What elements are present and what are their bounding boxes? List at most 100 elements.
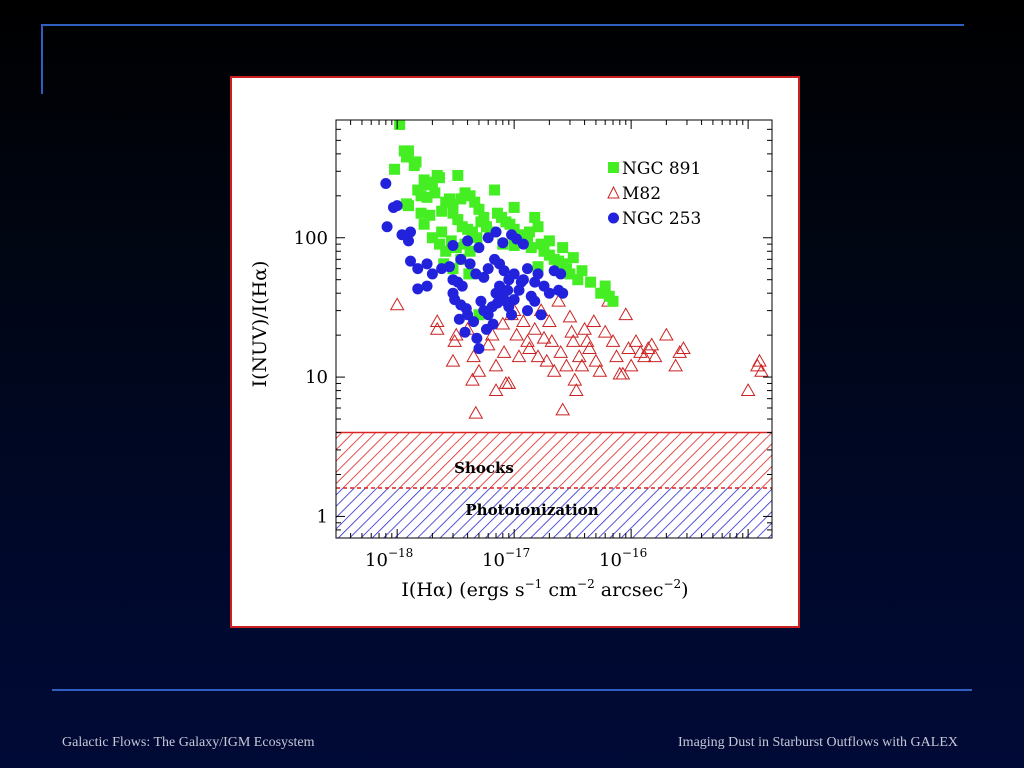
point-m82	[605, 334, 621, 347]
point-ngc891	[484, 226, 496, 238]
point-ngc253	[464, 258, 476, 270]
regions-layer	[336, 431, 772, 538]
point-ngc891	[394, 120, 406, 130]
point-m82	[658, 327, 674, 341]
point-ngc253	[482, 232, 494, 244]
point-ngc253	[456, 280, 468, 292]
point-m82	[445, 353, 461, 367]
point-m82	[536, 330, 552, 344]
point-ngc891	[452, 214, 464, 226]
point-ngc891	[475, 216, 487, 228]
point-m82	[389, 297, 405, 311]
point-ngc253	[453, 313, 465, 325]
point-m82	[623, 358, 639, 372]
point-ngc891	[389, 163, 401, 175]
point-ngc253	[543, 287, 555, 299]
point-ngc253	[487, 318, 499, 330]
point-m82	[471, 363, 487, 377]
point-ngc253	[515, 276, 527, 288]
x-tick-label: 10−17	[482, 546, 530, 571]
point-m82	[628, 334, 644, 347]
x-axis-label: I(Hα) (ergs s−1 cm−2 arcsec−2)	[401, 577, 688, 601]
point-m82	[429, 321, 445, 335]
point-m82	[637, 349, 652, 363]
point-ngc891	[525, 242, 537, 254]
point-ngc253	[497, 237, 509, 249]
region-label-shocks: Shocks	[454, 459, 514, 477]
point-m82	[468, 405, 484, 419]
point-m82	[571, 349, 587, 363]
point-ngc891	[440, 245, 452, 257]
point-m82	[542, 314, 557, 328]
x-tick-label: 10−18	[365, 546, 413, 571]
point-ngc891	[436, 205, 448, 217]
point-m82	[544, 334, 560, 347]
point-ngc891	[424, 209, 436, 221]
point-ngc891	[535, 238, 547, 250]
point-ngc891	[543, 235, 555, 247]
point-m82	[568, 383, 584, 396]
point-ngc253	[508, 268, 520, 280]
point-ngc891	[410, 156, 422, 168]
legend: NGC 891 M82 NGC 253	[607, 159, 701, 229]
point-ngc253	[473, 343, 485, 355]
point-ngc253	[471, 332, 483, 344]
point-ngc253	[475, 295, 487, 307]
point-m82	[555, 402, 571, 416]
region-photoionization	[336, 487, 772, 538]
point-ngc891	[464, 190, 476, 202]
point-ngc891	[564, 268, 576, 280]
point-ngc253	[381, 221, 393, 233]
point-m82	[539, 353, 555, 367]
point-ngc253	[490, 226, 502, 238]
point-ngc891	[576, 265, 588, 277]
point-m82	[511, 349, 527, 363]
point-m82	[621, 341, 636, 355]
point-ngc891	[599, 280, 611, 292]
legend-marker-ngc891	[608, 162, 619, 173]
point-m82	[488, 383, 504, 396]
point-ngc253	[557, 287, 569, 299]
point-ngc891	[508, 223, 520, 235]
point-ngc891	[455, 193, 467, 205]
point-m82	[644, 337, 660, 351]
point-ngc253	[506, 309, 518, 321]
point-ngc891	[595, 287, 607, 299]
point-m82	[429, 314, 445, 328]
point-ngc253	[532, 268, 544, 280]
point-ngc891	[532, 261, 544, 273]
point-ngc253	[521, 263, 533, 275]
point-m82	[551, 293, 566, 307]
y-tick-label: 100	[294, 228, 328, 249]
point-ngc891	[473, 203, 485, 215]
point-m82	[553, 345, 569, 358]
point-ngc891	[464, 245, 476, 257]
region-label-photoionization: Photoionization	[465, 501, 598, 519]
point-m82	[562, 309, 578, 323]
point-ngc891	[421, 191, 433, 203]
point-ngc891	[466, 226, 478, 238]
point-m82	[527, 321, 543, 335]
point-ngc891	[471, 232, 483, 244]
point-ngc891	[489, 184, 501, 196]
point-ngc891	[532, 221, 544, 233]
point-ngc253	[426, 268, 438, 280]
point-ngc253	[478, 271, 490, 283]
point-ngc253	[508, 294, 520, 306]
y-tick-label: 10	[305, 367, 328, 388]
point-m82	[501, 375, 517, 389]
point-m82	[546, 363, 562, 377]
point-ngc253	[404, 226, 416, 238]
point-ngc891	[426, 232, 438, 244]
point-m82	[609, 349, 624, 363]
footer-rule	[52, 689, 972, 691]
point-ngc253	[421, 280, 433, 292]
plot-frame	[335, 119, 773, 539]
point-m82	[466, 349, 481, 363]
legend-marker-ngc253	[608, 212, 619, 224]
point-m82	[465, 372, 480, 386]
point-ngc891	[585, 276, 597, 288]
point-ngc253	[447, 239, 459, 251]
point-ngc253	[473, 242, 485, 254]
point-m82	[522, 341, 537, 355]
